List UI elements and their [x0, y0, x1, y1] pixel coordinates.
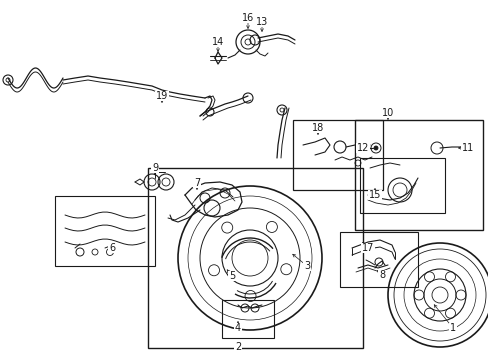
Text: 9: 9 [152, 163, 158, 173]
Text: 15: 15 [368, 190, 381, 200]
Text: 17: 17 [361, 243, 373, 253]
Text: 3: 3 [304, 261, 309, 271]
Text: 8: 8 [378, 270, 384, 280]
Text: 13: 13 [255, 17, 267, 27]
Bar [354, 120, 482, 230]
Text: 10: 10 [381, 108, 393, 118]
Text: 1: 1 [449, 323, 455, 333]
Circle shape [373, 146, 377, 150]
Text: 11: 11 [461, 143, 473, 153]
Text: 4: 4 [234, 323, 241, 333]
Text: 7: 7 [193, 178, 200, 188]
Bar [339, 232, 417, 287]
Bar [55, 196, 155, 266]
Text: 12: 12 [356, 143, 368, 153]
Bar [222, 300, 273, 338]
Bar [292, 120, 382, 190]
Text: 6: 6 [109, 243, 115, 253]
Text: 16: 16 [242, 13, 254, 23]
Text: 19: 19 [156, 91, 168, 101]
Bar [359, 158, 444, 213]
Text: 18: 18 [311, 123, 324, 133]
Bar [148, 168, 362, 348]
Text: 5: 5 [228, 271, 235, 281]
Text: 2: 2 [234, 342, 241, 352]
Text: 14: 14 [211, 37, 224, 47]
